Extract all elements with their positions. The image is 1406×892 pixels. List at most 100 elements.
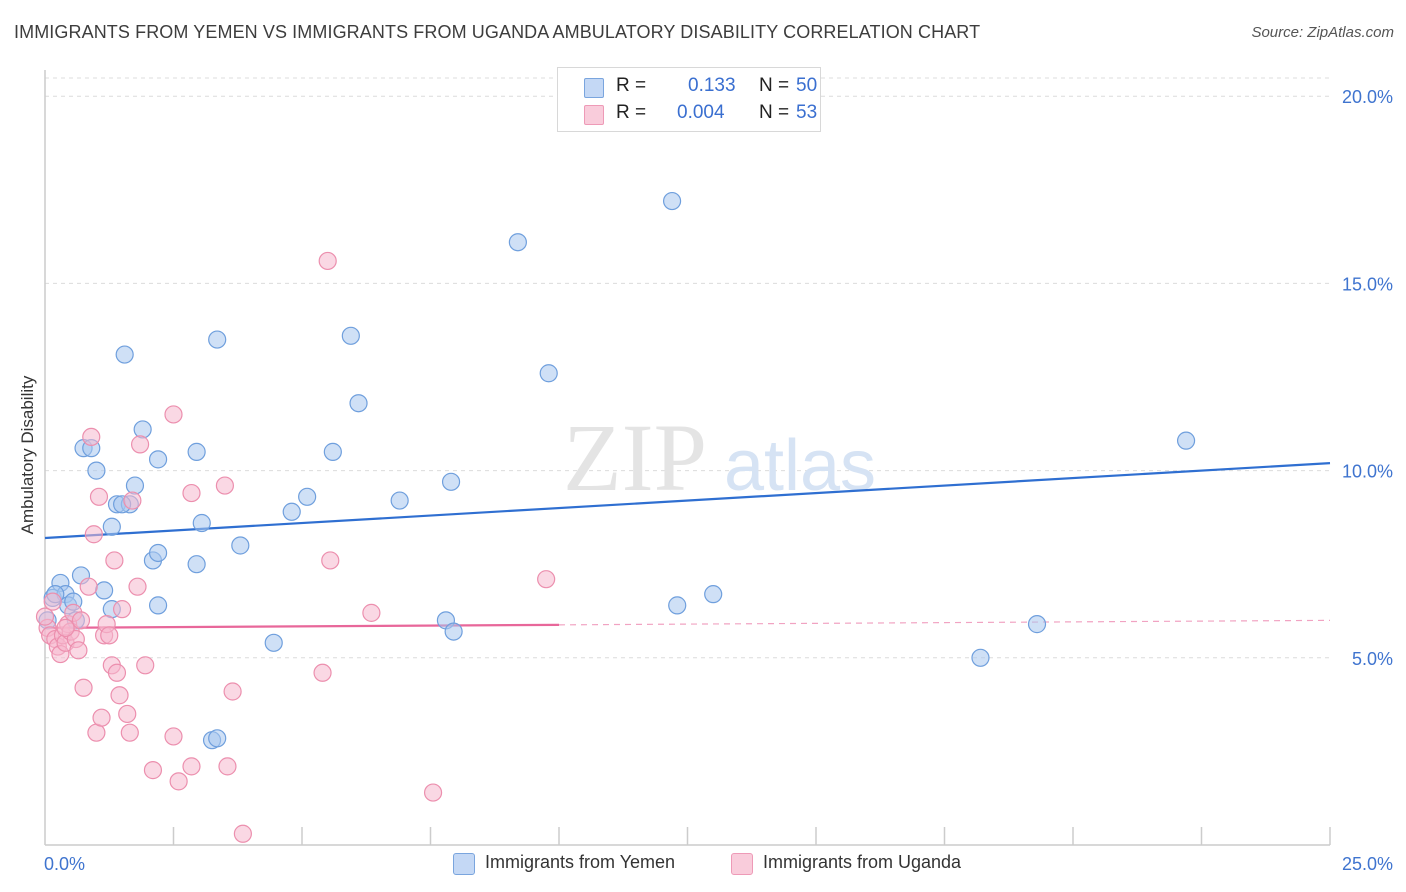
uganda-point [105, 551, 124, 570]
uganda-point [107, 663, 127, 682]
chart-title: IMMIGRANTS FROM YEMEN VS IMMIGRANTS FROM… [14, 22, 981, 42]
uganda-point [84, 525, 103, 544]
uganda-point [69, 641, 88, 660]
axes [44, 70, 1331, 846]
uganda-point [136, 656, 155, 675]
yemen-point [668, 596, 687, 615]
uganda-point [143, 761, 163, 780]
yemen-point [115, 345, 134, 364]
uganda-point [100, 626, 119, 645]
legend-uganda-swatch [731, 853, 753, 875]
uganda-point [223, 682, 242, 701]
yemen-swatch [584, 78, 604, 98]
y-tick-label: 20.0% [1342, 87, 1393, 107]
uganda-point [362, 603, 381, 622]
uganda-point [164, 727, 183, 746]
uganda-point [43, 592, 62, 611]
uganda-point [35, 607, 55, 626]
yemen-point [282, 502, 301, 521]
yemen-point [441, 472, 461, 491]
uganda-point [128, 577, 147, 596]
x-tick-label: 0.0% [44, 854, 85, 874]
yemen-point [341, 326, 360, 345]
data-points [35, 191, 1196, 843]
y-tick-label: 10.0% [1342, 462, 1393, 482]
yemen-point [298, 487, 317, 506]
uganda-point [423, 783, 443, 802]
uganda-point [74, 678, 93, 697]
uganda-point [182, 757, 201, 776]
yemen-point [208, 729, 227, 748]
yemen-point [323, 442, 342, 461]
yemen-point [125, 476, 145, 495]
uganda-swatch [584, 105, 604, 125]
trend-line-yemen [44, 462, 1331, 540]
yemen-point [87, 461, 106, 480]
yemen-n-label: N = [759, 75, 790, 96]
yemen-point [264, 633, 283, 652]
source-label: Source: ZipAtlas.com [1251, 24, 1394, 41]
uganda-n-value: 53 [796, 102, 818, 123]
yemen-point [187, 442, 206, 461]
yemen-point [148, 450, 168, 469]
trend-lines [44, 462, 1331, 629]
uganda-point [537, 570, 556, 589]
uganda-point [71, 611, 91, 630]
y-tick-label: 15.0% [1342, 274, 1393, 294]
yemen-point [192, 513, 211, 533]
yemen-point [148, 596, 168, 615]
x-tick-label: 25.0% [1342, 854, 1393, 874]
yemen-point [508, 233, 527, 252]
uganda-point [123, 491, 142, 510]
tick-labels: 5.0% 10.0% 15.0% 20.0% 0.0% 25.0% [44, 87, 1393, 874]
uganda-point [92, 708, 111, 727]
gridlines [45, 77, 1330, 659]
uganda-point [56, 618, 75, 637]
uganda-point [313, 663, 332, 682]
uganda-point [169, 772, 188, 791]
yemen-point [1027, 615, 1047, 634]
yemen-point [662, 191, 682, 211]
correlation-legend: R = 0.133 N = 50 R = 0.004 N = 53 [557, 67, 821, 132]
uganda-point [164, 405, 183, 424]
yemen-point [102, 517, 121, 536]
watermark-zip: ZIP [563, 404, 707, 511]
trend-line-uganda [44, 623, 560, 629]
yemen-point [444, 622, 463, 641]
yemen-point [390, 491, 409, 510]
yemen-r-label: R = [616, 75, 647, 96]
yemen-point [971, 648, 990, 667]
legend-uganda-label: Immigrants from Uganda [763, 852, 962, 872]
yemen-point [133, 420, 152, 439]
watermark-atlas: atlas [724, 426, 876, 506]
uganda-point [130, 435, 150, 454]
yemen-point [231, 536, 250, 555]
uganda-point [82, 427, 101, 447]
uganda-n-label: N = [759, 102, 790, 123]
uganda-r-label: R = [616, 102, 647, 123]
yemen-point [539, 364, 558, 383]
uganda-r-value: 0.004 [677, 102, 725, 123]
uganda-point [233, 824, 252, 843]
uganda-point [321, 551, 340, 570]
uganda-point [79, 577, 98, 596]
uganda-point [218, 757, 237, 776]
yemen-point [1176, 431, 1196, 450]
uganda-point [89, 487, 109, 506]
yemen-point [148, 543, 168, 563]
yemen-n-value: 50 [796, 75, 818, 96]
yemen-point [208, 330, 227, 349]
uganda-point [120, 723, 139, 742]
legend-yemen-swatch [453, 853, 475, 875]
uganda-point [118, 704, 137, 724]
yemen-point [349, 394, 368, 413]
uganda-point [112, 600, 132, 619]
yemen-point [187, 555, 206, 574]
legend-yemen-label: Immigrants from Yemen [485, 852, 676, 872]
trend-line-uganda-extension [558, 619, 1331, 626]
uganda-point [318, 251, 337, 271]
yemen-r-value: 0.133 [688, 75, 736, 96]
y-tick-label: 5.0% [1352, 649, 1393, 669]
uganda-point [110, 686, 129, 705]
